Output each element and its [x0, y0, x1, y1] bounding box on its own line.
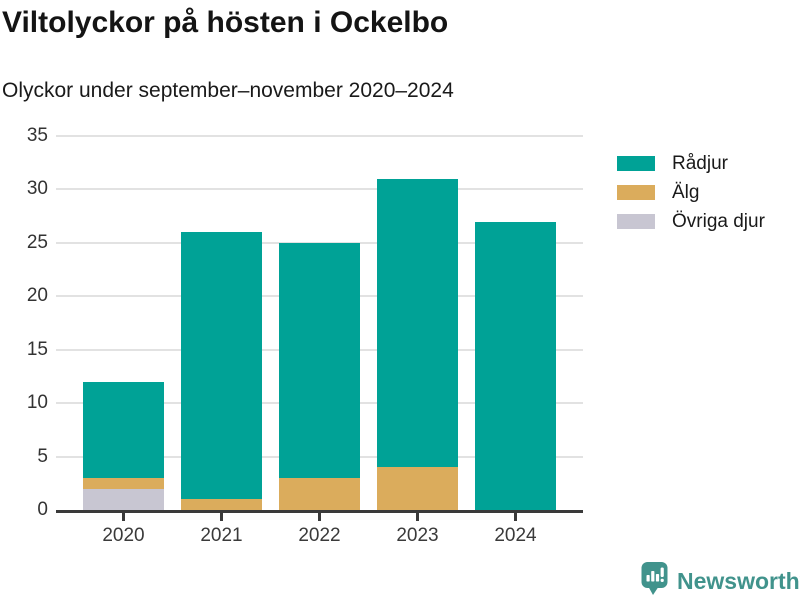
y-axis-tick-label: 15: [26, 338, 48, 360]
legend-item-vriga-djur: Övriga djur: [617, 207, 765, 236]
y-gridline-30: [56, 188, 583, 191]
chart-legend: Rådjur Älg Övriga djur: [617, 149, 765, 236]
chart-subtitle: Olyckor under september–november 2020–20…: [2, 79, 454, 102]
y-axis-tick-label: 0: [37, 499, 48, 520]
legend-item-lg: Älg: [617, 178, 765, 207]
x-axis-tick-label: 2023: [396, 525, 439, 546]
bar-segment-lg: [279, 477, 360, 510]
x-axis-tick-label: 2020: [102, 525, 145, 546]
stacked-bar-2021: [181, 232, 262, 510]
y-gridline-25: [56, 241, 583, 244]
bar-segment-lg: [377, 467, 458, 510]
legend-label: Rådjur: [672, 152, 728, 174]
stacked-bar-2020: [83, 381, 164, 510]
bar-segment-r-djur: [475, 221, 556, 510]
x-axis-tick-label: 2024: [494, 525, 537, 546]
y-axis-tick-label: 25: [26, 231, 48, 253]
legend-label: Övriga djur: [672, 210, 765, 232]
x-axis-tick-2024: [514, 513, 517, 521]
legend-item-r-djur: Rådjur: [617, 149, 765, 178]
bar-segment-r-djur: [83, 381, 164, 478]
y-axis-tick-label: 5: [37, 445, 48, 467]
legend-label: Älg: [672, 181, 700, 203]
x-axis-tick-2021: [220, 513, 223, 521]
y-gridline-35: [56, 135, 583, 137]
stacked-bar-2023: [377, 178, 458, 510]
legend-swatch-vriga-djur: [617, 214, 655, 229]
plot-area: 0 5 10 15 20 25 30 35 2020 2021 2022 2023 2024: [27, 126, 583, 546]
x-axis-tick-2023: [416, 513, 419, 521]
chart-title: Viltolyckor på hösten i Ockelbo: [2, 6, 449, 39]
bar-segment-lg: [83, 477, 164, 489]
brand-name: Newsworthy: [677, 567, 800, 594]
bar-segment-lg: [181, 499, 262, 510]
stacked-bar-2024: [475, 221, 556, 510]
x-axis-tick-2022: [318, 513, 321, 521]
bar-segment-r-djur: [181, 232, 262, 500]
y-axis-tick-label: 30: [26, 178, 48, 200]
brand-footer: Newsworthy: [641, 561, 800, 600]
y-axis-tick-label: 20: [26, 285, 48, 307]
newsworthy-speech-bubble-chart-icon: [641, 561, 668, 600]
x-axis-tick-label: 2022: [298, 525, 341, 546]
y-axis-tick-label: 10: [26, 392, 48, 414]
bar-segment-r-djur: [377, 178, 458, 468]
x-axis-tick-label: 2021: [200, 525, 243, 546]
bar-segment-vriga-djur: [83, 488, 164, 510]
legend-swatch-lg: [617, 185, 655, 200]
y-axis-tick-label: 35: [26, 125, 48, 146]
x-axis-tick-2020: [122, 513, 125, 521]
legend-swatch-r-djur: [617, 156, 655, 171]
stacked-bar-2022: [279, 242, 360, 510]
bar-segment-r-djur: [279, 242, 360, 478]
